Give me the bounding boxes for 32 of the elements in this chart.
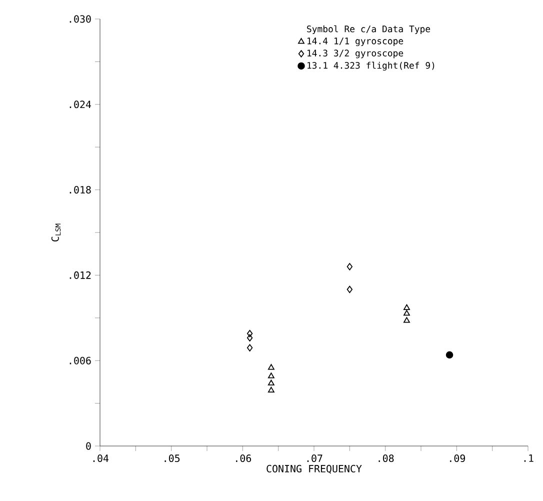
x-tick-label: .04 [93, 454, 109, 462]
y-tick-label: .018 [70, 186, 91, 194]
x-tick-label: .06 [236, 454, 252, 462]
legend-label: 14.3 3/2 gyroscope [308, 50, 404, 58]
y-tick-label: .030 [70, 15, 91, 23]
point [404, 310, 410, 316]
point [246, 344, 253, 352]
y-tick-label: .024 [70, 100, 92, 108]
point [268, 372, 274, 378]
point [346, 263, 353, 270]
y-tick-label: 0 [86, 442, 91, 450]
y-tick-label: .012 [70, 271, 91, 279]
point [346, 286, 353, 294]
x-tick-label: .1 [524, 454, 534, 462]
point [404, 317, 410, 323]
x-tick-label: .09 [450, 454, 465, 462]
legend-label: 13.1 4.323 flight(Ref 9) [308, 62, 434, 71]
y-axis-title: C$_{LSM}$ [51, 224, 61, 242]
point [268, 380, 274, 386]
point [404, 304, 410, 310]
y-tick-label: .006 [70, 356, 91, 364]
point [268, 386, 274, 393]
point [446, 351, 454, 359]
legend-title: Symbol Re c/a Data Type [307, 25, 430, 34]
x-tick-label: .05 [164, 454, 180, 462]
point [246, 330, 253, 338]
point [268, 364, 274, 370]
point [246, 334, 253, 342]
x-tick-label: .07 [307, 454, 322, 462]
x-axis-title: CONING FREQUENCY [266, 464, 362, 474]
x-tick-label: .08 [378, 454, 394, 462]
legend-label: 14.4 1/1 gyroscope [308, 38, 404, 46]
